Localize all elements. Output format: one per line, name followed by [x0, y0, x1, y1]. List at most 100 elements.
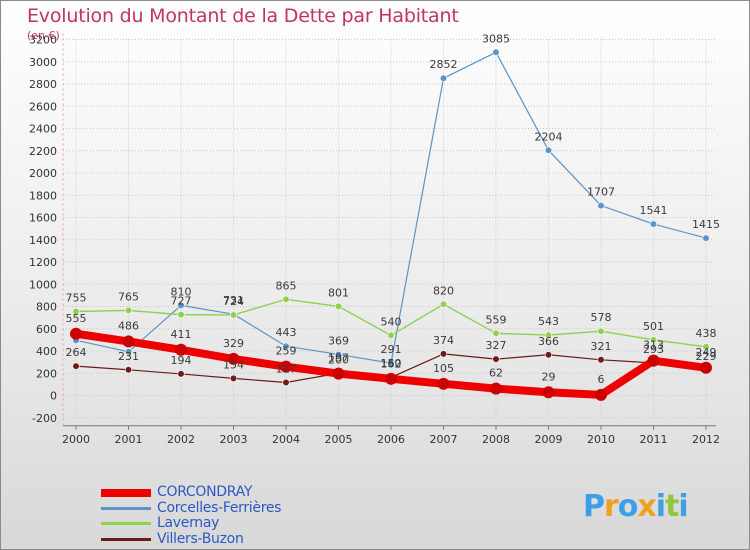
y-tick-label: 2600 [29, 100, 57, 113]
data-label: 810 [171, 285, 192, 298]
data-label: 197 [328, 352, 349, 365]
x-tick-label: 2008 [482, 433, 510, 446]
data-label: 765 [118, 290, 139, 303]
data-label: 117 [276, 362, 297, 375]
data-label: 369 [328, 334, 349, 347]
chart-subtitle: (en €) [27, 29, 60, 42]
data-point [490, 382, 502, 395]
chart-title: Evolution du Montant de la Dette par Hab… [27, 5, 459, 27]
data-label: 578 [591, 311, 612, 324]
data-point [177, 311, 185, 319]
logo-letter: P [583, 489, 605, 524]
legend-label: Villers-Buzon [157, 530, 244, 547]
y-tick-label: 200 [36, 367, 57, 380]
data-point [544, 331, 553, 339]
data-point [597, 327, 605, 335]
logo-letter: t [665, 489, 679, 524]
data-label: 259 [276, 345, 297, 358]
data-label: 150 [381, 357, 402, 370]
data-point [597, 356, 605, 364]
data-label: 327 [486, 339, 507, 352]
data-label: 559 [486, 313, 507, 326]
y-tick-label: 2000 [29, 167, 57, 180]
logo-letter: x [637, 489, 656, 524]
x-tick-label: 2003 [220, 433, 248, 446]
x-tick-label: 2012 [692, 433, 720, 446]
y-tick-label: 1600 [29, 212, 57, 225]
data-point [492, 355, 500, 363]
data-point [122, 335, 135, 348]
x-tick-label: 2005 [325, 433, 353, 446]
data-point [647, 354, 660, 367]
data-label: 62 [489, 367, 503, 380]
legend-swatch [101, 522, 151, 525]
logo-letter: r [604, 489, 619, 524]
data-point [332, 367, 345, 380]
data-point [597, 201, 605, 210]
data-point [439, 74, 448, 82]
data-point [700, 361, 712, 374]
legend-label: CORCONDRAY [157, 484, 253, 500]
data-point [439, 350, 448, 358]
x-tick-label: 2009 [535, 433, 563, 446]
data-label: 801 [328, 286, 349, 299]
data-label: 438 [696, 327, 717, 340]
y-tick-label: 3000 [29, 56, 57, 69]
data-point [544, 146, 553, 154]
data-point [334, 302, 343, 310]
data-point [72, 307, 80, 316]
data-label: 29 [542, 370, 556, 383]
data-point [387, 331, 395, 340]
data-point [282, 295, 290, 303]
data-label: 731 [223, 294, 244, 307]
data-point [229, 374, 238, 382]
data-point [702, 343, 710, 351]
data-label: 231 [118, 350, 139, 363]
data-label: 555 [66, 312, 87, 325]
y-tick-label: -200 [32, 412, 57, 425]
data-point [124, 306, 133, 314]
y-tick-label: 3200 [29, 34, 57, 47]
data-point [542, 386, 555, 399]
data-point [124, 366, 133, 374]
data-point [437, 377, 450, 390]
x-tick-label: 2007 [430, 433, 458, 446]
proxiti-logo: Proxiti [583, 489, 689, 524]
y-tick-label: 600 [36, 323, 57, 336]
data-label: 724 [223, 295, 244, 308]
data-label: 374 [433, 334, 454, 347]
data-point [229, 311, 238, 319]
data-label: 727 [171, 295, 192, 308]
logo-letter: o [617, 489, 639, 524]
x-tick-label: 2011 [640, 433, 668, 446]
data-point [334, 350, 343, 359]
x-tick-label: 2010 [587, 433, 615, 446]
x-tick-label: 2002 [167, 433, 195, 446]
y-tick-label: 0 [50, 390, 57, 403]
data-label: 291 [381, 343, 402, 356]
data-label: 865 [276, 279, 297, 292]
data-point [175, 343, 187, 356]
data-point [387, 359, 395, 367]
data-label: 105 [433, 362, 454, 375]
data-label: 366 [538, 335, 559, 348]
data-label: 313 [643, 339, 664, 352]
data-label: 755 [66, 292, 87, 305]
y-tick-label: 400 [36, 345, 57, 358]
y-tick-label: 1400 [29, 234, 57, 247]
x-tick-label: 2004 [272, 433, 300, 446]
data-label: 329 [223, 337, 244, 350]
data-point [72, 362, 80, 370]
y-tick-label: 1200 [29, 256, 57, 269]
data-point [280, 360, 292, 373]
data-point [124, 348, 133, 356]
data-label: 486 [118, 319, 139, 332]
data-point [177, 301, 185, 309]
data-label: 2852 [430, 58, 458, 71]
legend-swatch [101, 537, 151, 541]
legend-label: Lavernay [157, 515, 220, 531]
legend-swatch [101, 506, 151, 510]
y-tick-label: 2200 [29, 145, 57, 158]
